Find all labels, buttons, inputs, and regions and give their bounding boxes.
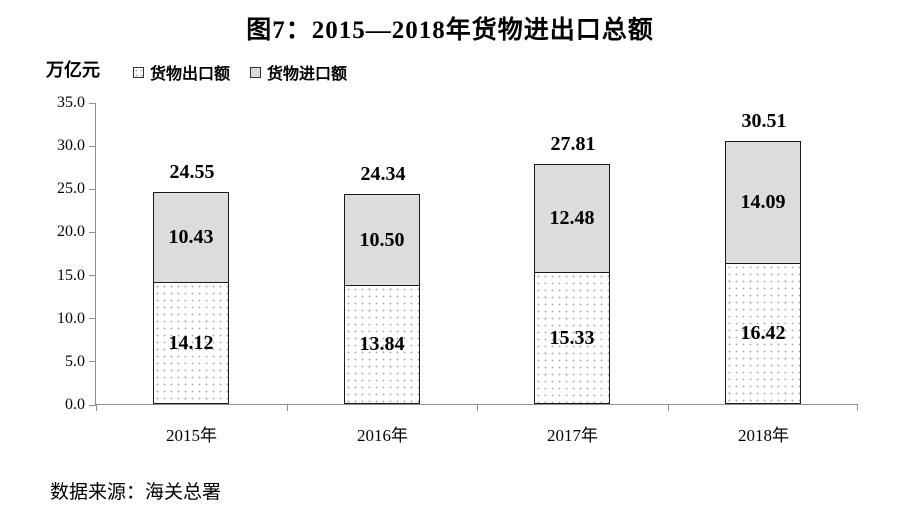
bar-total-label: 24.55 (169, 161, 215, 183)
export-swatch-icon (133, 66, 144, 78)
x-axis-tick (857, 404, 858, 411)
y-axis-tick (89, 404, 96, 406)
bar-total-label: 24.34 (360, 163, 406, 185)
export-segment-value: 13.84 (345, 286, 419, 403)
y-axis-tick-label: 30.0 (57, 137, 85, 155)
x-axis-tick (96, 404, 97, 411)
y-axis-tick-label: 0.0 (65, 396, 85, 413)
x-axis-category-label: 2018年 (738, 426, 789, 445)
import-segment-value: 10.50 (345, 195, 419, 286)
bar-total-label: 27.81 (550, 133, 596, 155)
import-swatch-icon (250, 66, 262, 78)
x-axis-category-label: 2017年 (547, 426, 598, 445)
legend-label-export: 货物出口额 (150, 66, 231, 83)
x-axis-tick (477, 404, 478, 411)
import-segment-value: 12.48 (535, 165, 609, 273)
stacked-bar-2017年: 27.81 12.48 15.33 (534, 133, 610, 404)
x-axis-category-label: 2016年 (357, 426, 408, 445)
y-axis-tick-label: 35.0 (57, 94, 85, 111)
export-segment-value: 14.12 (154, 283, 228, 403)
import-segment-value: 14.09 (726, 142, 800, 264)
bar-total-label: 30.51 (741, 110, 787, 132)
import-segment-value: 10.43 (154, 193, 228, 283)
stacked-bar-2018年: 30.51 14.09 16.42 (725, 110, 801, 404)
export-segment-value: 16.42 (726, 264, 800, 403)
y-axis-tick-label: 25.0 (57, 180, 85, 198)
plot-area: 0.0 5.0 10.0 15.0 20.0 25.0 30.0 35.0 24.55 10.43… (57, 94, 858, 445)
legend-item-export: 货物出口额 (133, 60, 230, 84)
stacked-bar-2016年: 24.34 10.50 13.84 (344, 163, 420, 404)
legend: 货物出口额 货物进口额 (133, 60, 347, 84)
y-axis-tick (89, 361, 96, 363)
y-axis-tick-label: 5.0 (65, 352, 85, 370)
y-axis-tick (89, 188, 96, 190)
chart-title: 图7：2015—2018年货物进出口总额 (246, 17, 654, 44)
y-axis-tick-label: 20.0 (57, 223, 85, 241)
y-axis-tick (89, 318, 96, 320)
legend-item-import: 货物进口额 (250, 60, 347, 84)
data-source-note: 数据来源：海关总署 (50, 482, 222, 503)
y-axis-unit-label: 万亿元 (46, 60, 100, 80)
y-axis-tick-label: 15.0 (57, 266, 85, 284)
y-axis-tick-label: 10.0 (57, 309, 85, 327)
stacked-bar-2015年: 24.55 10.43 14.12 (153, 161, 229, 404)
y-axis-tick (89, 102, 96, 104)
x-axis-tick (668, 404, 669, 411)
x-axis-tick (287, 404, 288, 411)
legend-label-import: 货物进口额 (267, 66, 348, 83)
x-axis-category-label: 2015年 (166, 426, 217, 445)
export-segment-value: 15.33 (535, 273, 609, 403)
y-axis-tick (89, 231, 96, 233)
y-axis-tick (89, 145, 96, 147)
y-axis-tick (89, 275, 96, 277)
